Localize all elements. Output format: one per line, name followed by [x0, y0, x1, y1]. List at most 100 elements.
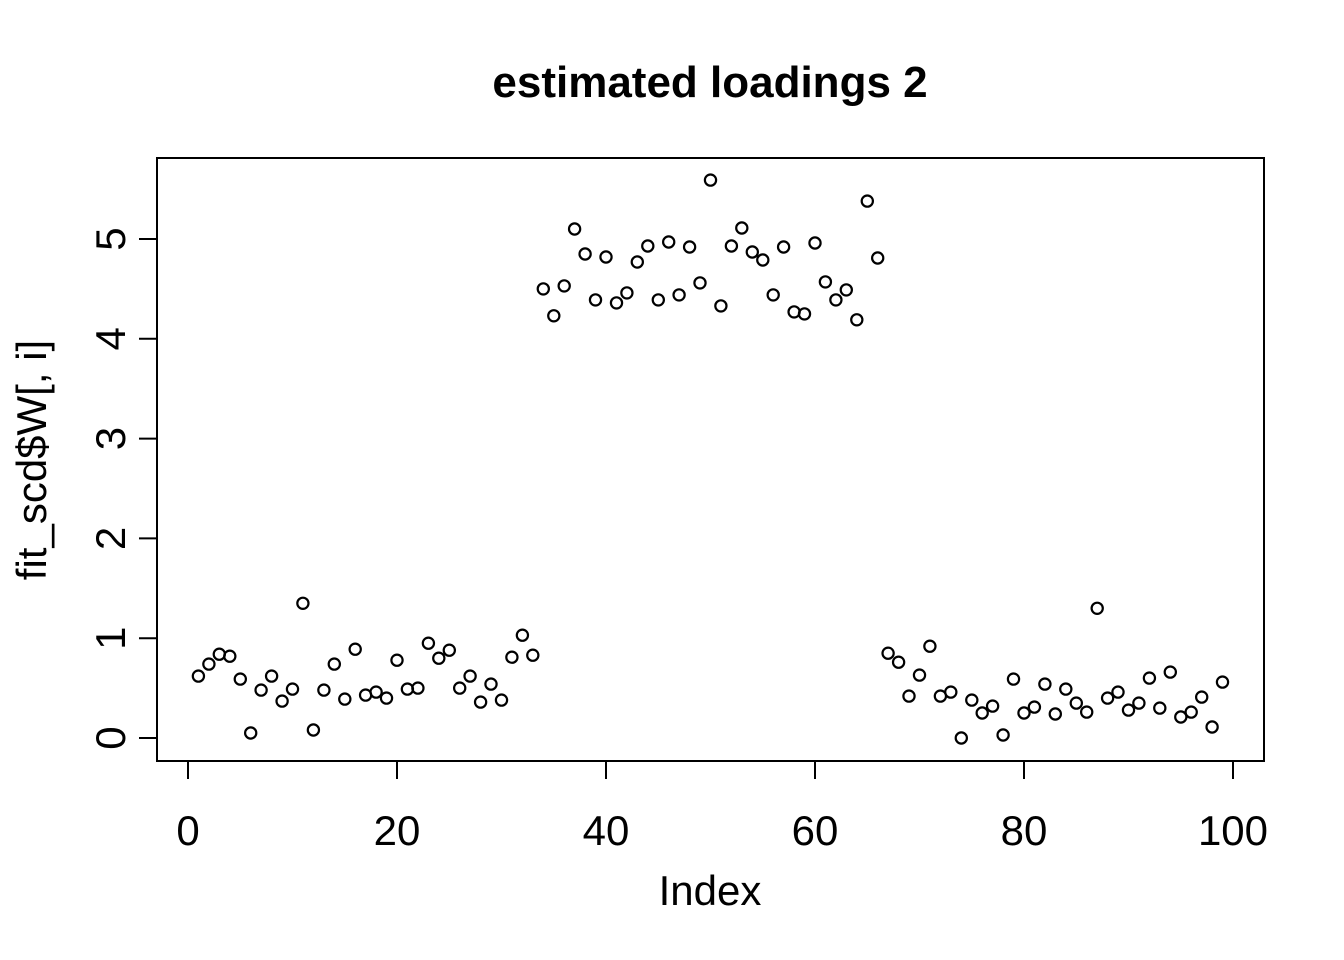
plot-title: estimated loadings 2	[492, 58, 927, 107]
data-point	[1215, 675, 1230, 689]
data-point	[651, 293, 666, 307]
data-point	[672, 288, 686, 302]
data-point	[693, 276, 707, 290]
data-point	[306, 723, 321, 737]
data-point	[547, 309, 561, 323]
data-point	[891, 655, 906, 669]
data-point	[1163, 665, 1178, 679]
y-tick-label: 1	[87, 627, 134, 650]
data-point	[191, 669, 206, 683]
data-point	[682, 240, 697, 254]
data-point	[463, 669, 477, 683]
data-point	[473, 695, 488, 709]
data-point	[735, 221, 749, 235]
data-point	[526, 648, 540, 662]
data-point	[296, 596, 310, 611]
data-point	[484, 677, 498, 691]
data-point	[850, 313, 864, 327]
data-point	[787, 305, 801, 319]
x-tick-label: 20	[374, 807, 421, 854]
data-point	[745, 245, 760, 259]
data-point	[1153, 701, 1167, 715]
y-axis-ticks: 0 1 2 3 4 5	[87, 227, 157, 750]
data-point	[432, 651, 446, 665]
data-point	[954, 731, 969, 745]
x-tick-label: 80	[1001, 807, 1048, 854]
data-point	[1079, 705, 1094, 719]
data-point	[965, 693, 979, 707]
data-point	[254, 683, 268, 697]
data-point	[285, 682, 300, 696]
data-point	[212, 647, 226, 661]
data-point	[243, 726, 258, 740]
data-point	[233, 672, 247, 686]
plot-box	[156, 157, 1265, 762]
data-point	[348, 642, 362, 656]
data-point	[641, 239, 655, 253]
data-point	[724, 239, 739, 253]
data-point	[588, 293, 603, 307]
data-point	[1100, 691, 1115, 705]
data-point	[264, 669, 279, 683]
data-point	[714, 299, 728, 313]
data-point	[505, 650, 519, 664]
data-point	[223, 649, 237, 663]
y-tick-label: 2	[87, 527, 134, 550]
data-point	[494, 693, 509, 707]
data-point	[411, 681, 425, 695]
data-point	[1142, 671, 1157, 685]
data-point	[860, 194, 875, 208]
data-point	[923, 639, 937, 653]
data-point	[776, 240, 791, 254]
data-point	[379, 691, 394, 705]
data-point	[557, 279, 571, 293]
data-point	[1069, 696, 1084, 710]
data-point	[567, 222, 582, 236]
data-point	[1090, 601, 1104, 616]
y-axis-title: fit_scd$W[, i]	[8, 340, 55, 580]
data-point	[839, 283, 854, 297]
data-point	[766, 288, 780, 302]
data-point	[1006, 672, 1021, 686]
data-point	[662, 235, 676, 249]
data-point	[1027, 700, 1042, 714]
data-point	[1111, 685, 1125, 699]
data-point	[808, 236, 822, 250]
x-tick-label: 100	[1198, 807, 1268, 854]
y-tick-label: 0	[87, 726, 134, 749]
data-point	[338, 692, 352, 706]
data-point	[902, 689, 916, 703]
data-point	[202, 657, 216, 671]
data-point	[1017, 706, 1031, 720]
data-point	[327, 657, 341, 671]
data-point	[620, 286, 634, 300]
x-axis-ticks: 0 20 40 60 80 100	[176, 761, 1268, 854]
data-points-layer	[191, 173, 1230, 745]
data-point	[829, 293, 843, 307]
data-point	[317, 683, 331, 697]
data-point	[578, 247, 592, 261]
data-point	[421, 636, 436, 650]
data-point	[985, 699, 1000, 713]
data-point	[871, 251, 885, 265]
y-tick-label: 4	[87, 327, 134, 350]
data-point	[944, 685, 958, 699]
x-tick-label: 40	[583, 807, 630, 854]
data-point	[756, 253, 770, 267]
data-point	[275, 694, 289, 708]
x-tick-label: 60	[792, 807, 839, 854]
data-point	[442, 643, 456, 657]
data-point	[630, 255, 645, 269]
data-point	[1132, 696, 1146, 710]
data-point	[912, 668, 927, 682]
data-point	[609, 296, 624, 310]
data-point	[1059, 682, 1073, 696]
data-point	[536, 282, 551, 296]
data-point	[1121, 703, 1136, 717]
data-point	[996, 728, 1010, 742]
data-point	[1174, 710, 1188, 724]
data-point	[818, 275, 833, 289]
data-point	[797, 307, 812, 321]
